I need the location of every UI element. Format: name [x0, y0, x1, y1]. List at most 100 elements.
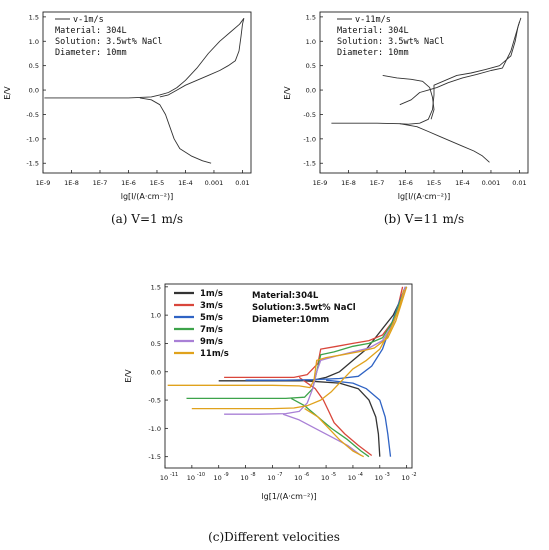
panel-c-legend-label-2: 5m/s	[200, 313, 223, 323]
panel-c-ytick-label-6: 1.5	[151, 283, 161, 291]
panel-a-ytick-label-0: -1.5	[26, 160, 39, 168]
panel-c-ytick-label-2: -0.5	[148, 397, 161, 405]
panel-a: 1E-9 1E-8 1E-7 1E-6 1E-5 1E-4 0.001 0.01 -1.5 -1.…	[3, 11, 252, 226]
panel-c-series-4-curve-1	[282, 413, 362, 457]
panel-c-xtick-exp-5: -6	[304, 472, 309, 478]
panel-b-ytick-label-3: 0.0	[306, 87, 316, 95]
panel-c-caption: (c)Different velocities	[208, 530, 340, 544]
panel-a-xtick-label-7: 0.01	[235, 179, 249, 187]
panel-b-frame	[319, 11, 529, 174]
panel-b-ytick-label-6: 1.5	[306, 13, 316, 21]
panel-c-legend-label-0: 1m/s	[200, 289, 223, 299]
panel-c-xtick-exp-2: -9	[224, 472, 229, 478]
panel-c-series-0-curve-1	[304, 380, 381, 457]
panel-c-ytick-label-5: 1.0	[151, 312, 161, 320]
panel-b-ytick-label-5: 1.0	[306, 38, 316, 46]
panel-c-xtick-label-5: 10	[294, 474, 302, 482]
panel-a-ytick-label-4: 0.5	[29, 62, 39, 70]
panel-a-ytick-label-2: -0.5	[26, 111, 39, 119]
panel-c-frame	[164, 283, 413, 469]
panel-b-series-0-curve-2	[382, 74, 435, 120]
panel-c-legend-material: Material:304L	[252, 291, 319, 301]
panel-b: 1E-9 1E-8 1E-7 1E-6 1E-5 1E-4 0.001 0.01 -1.5 -1.…	[283, 11, 529, 226]
panel-c-series-4-curve-0	[224, 286, 406, 415]
panel-c-xtick-exp-9: -2	[412, 472, 417, 478]
panel-b-xtick-label-6: 0.001	[482, 179, 501, 187]
panel-b-xtick-label-0: 1E-9	[313, 179, 328, 187]
panel-c-legend-label-3: 7m/s	[200, 325, 223, 335]
panel-a-ytick-label-1: -1.0	[26, 135, 39, 143]
panel-a-frame	[42, 11, 252, 174]
panel-c-ytick-label-1: -1.0	[148, 425, 161, 433]
panel-b-xtick-label-4: 1E-5	[427, 179, 442, 187]
panel-c-legend-diameter: Diameter:10mm	[252, 315, 329, 325]
panel-b-series-0-curve-1	[399, 21, 520, 106]
panel-b-series-0-curve-0	[331, 17, 522, 125]
panel-c-xtick-label-3: 10	[240, 474, 248, 482]
panel-a-ticks: 1E-9 1E-8 1E-7 1E-6 1E-5 1E-4 0.001 0.01 -1.5 -1.…	[26, 13, 249, 187]
panel-c-legend: 1m/s 3m/s 5m/s 7m/s 9m/s 11m/s	[174, 289, 229, 359]
panel-a-ytick-label-3: 0.0	[29, 87, 39, 95]
panel-c-series-0-curve-0	[218, 286, 408, 382]
panel-c-xlabel: lg[1/(A·cm⁻²)]	[261, 492, 316, 501]
panel-b-ylabel: E/V	[283, 86, 292, 100]
panel-b-series-0-curve-3	[399, 123, 490, 163]
panel-c-xtick-label-1: 10	[187, 474, 195, 482]
panel-b-ytick-label-0: -1.5	[303, 160, 316, 168]
panel-b-legend-series: v-11m/s	[355, 15, 391, 25]
panel-b-ticks: 1E-9 1E-8 1E-7 1E-6 1E-5 1E-4 0.001 0.01 -1.5 -1.…	[303, 13, 526, 187]
panel-b-xtick-label-5: 1E-4	[455, 179, 470, 187]
panel-a-xlabel: lg[I/(A·cm⁻²)]	[121, 192, 173, 201]
panel-c-ticks: 10 -11 10 -10 10 -9 10 -8 10 -7 10 -6 10 -5 10 -4 10 -3 10…	[148, 283, 416, 482]
panel-b-legend-material: Material: 304L	[337, 26, 409, 36]
panel-c-xtick-exp-1: -10	[197, 472, 205, 478]
panel-c-series-5-curve-2	[304, 408, 365, 458]
panel-c-series-5-curve-1	[191, 289, 405, 410]
panel-a-caption: (a) V=1 m/s	[111, 212, 183, 226]
panel-a-ylabel: E/V	[3, 86, 12, 100]
panel-c-legend-label-1: 3m/s	[200, 301, 223, 311]
panel-c-xtick-exp-0: -11	[170, 472, 178, 478]
panel-b-xtick-label-3: 1E-6	[398, 179, 413, 187]
panel-a-xtick-label-0: 1E-9	[36, 179, 51, 187]
panel-b-ytick-label-4: 0.5	[306, 62, 316, 70]
panel-a-ytick-label-6: 1.5	[29, 13, 39, 21]
panel-c-curves	[167, 286, 408, 458]
panel-a-series-0-curve-2	[139, 97, 212, 164]
panel-c-xtick-exp-7: -4	[358, 472, 363, 478]
panel-a-legend-series: v-1m/s	[73, 15, 104, 25]
panel-b-xlabel: lg[I/(A·cm⁻²)]	[398, 192, 450, 201]
panel-a-xtick-label-4: 1E-5	[150, 179, 165, 187]
panel-a-xtick-label-5: 1E-4	[178, 179, 193, 187]
panel-c-series-3-curve-0	[186, 286, 408, 400]
panel-c-xtick-label-6: 10	[321, 474, 329, 482]
panel-a-legend-diameter: Diameter: 10mm	[55, 48, 127, 58]
panel-b-ytick-label-1: -1.0	[303, 135, 316, 143]
panel-c-xtick-exp-3: -8	[251, 472, 256, 478]
panel-c-ylabel: E/V	[124, 369, 133, 383]
panel-a-ytick-label-5: 1.0	[29, 38, 39, 46]
panel-c-series-2-curve-1	[326, 379, 392, 457]
panel-c-legend-label-5: 11m/s	[200, 349, 229, 359]
panel-a-series-0-curve-0	[44, 18, 245, 99]
panel-c-ytick-label-0: -1.5	[148, 453, 161, 461]
panel-a-xtick-label-3: 1E-6	[121, 179, 136, 187]
panel-c-xtick-label-8: 10	[375, 474, 383, 482]
panel-c-xtick-exp-8: -3	[385, 472, 390, 478]
panel-a-xtick-label-1: 1E-8	[64, 179, 79, 187]
panel-c: 10 -11 10 -10 10 -9 10 -8 10 -7 10 -6 10 -5 10 -4 10 -3 10…	[124, 283, 417, 544]
panel-b-xtick-label-7: 0.01	[512, 179, 526, 187]
panel-c-xtick-label-9: 10	[401, 474, 409, 482]
panel-b-xtick-label-2: 1E-7	[370, 179, 385, 187]
panel-b-xtick-label-1: 1E-8	[341, 179, 356, 187]
panel-c-xtick-exp-4: -7	[277, 472, 282, 478]
panel-a-legend-material: Material: 304L	[55, 26, 127, 36]
panel-a-xtick-label-2: 1E-7	[93, 179, 108, 187]
panel-c-ytick-label-3: 0.0	[151, 368, 161, 376]
panel-c-legend-label-4: 9m/s	[200, 337, 223, 347]
panel-b-curves	[331, 17, 522, 163]
panel-c-xtick-label-0: 10	[160, 474, 168, 482]
panel-c-xtick-exp-6: -5	[331, 472, 336, 478]
panel-b-legend-diameter: Diameter: 10mm	[337, 48, 409, 58]
